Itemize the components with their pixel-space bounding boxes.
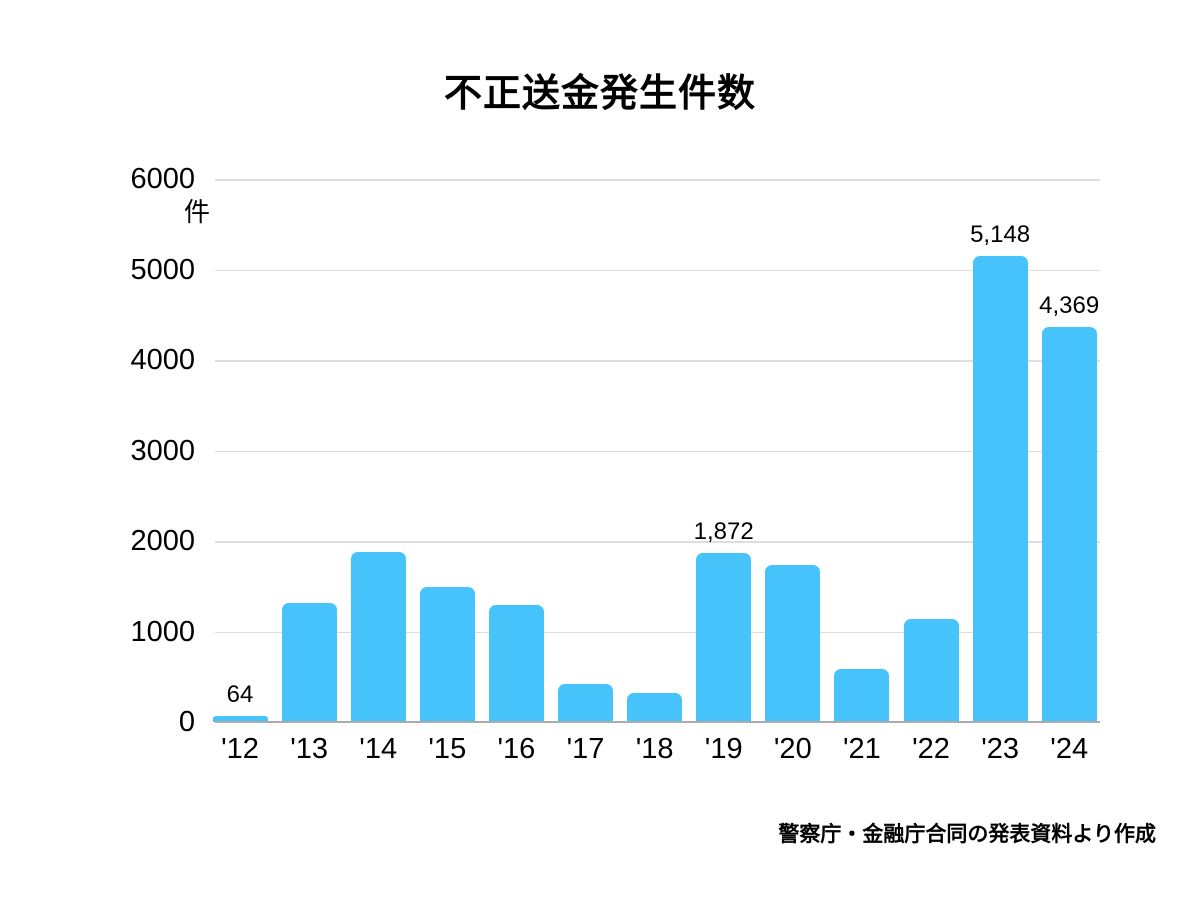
bar-21	[834, 669, 890, 722]
gridline-5000	[215, 269, 1100, 271]
gridline-1000	[215, 631, 1100, 633]
data-label-12: 64	[226, 681, 254, 709]
bar-14	[350, 552, 406, 722]
x-axis-line	[215, 721, 1100, 723]
x-tick-label-24: '24	[1050, 733, 1089, 765]
y-tick-label-4000: 4000	[130, 344, 195, 376]
y-axis-unit-label: 件	[183, 197, 210, 227]
y-tick-label-1000: 1000	[130, 615, 195, 648]
bar-24	[1041, 326, 1097, 722]
bar-23	[972, 256, 1028, 722]
bar-chart-plot-area: 64 1,872 5,148 4,369	[212, 179, 1100, 723]
x-tick-label-12: '12	[221, 733, 259, 765]
source-note: 警察庁・金融庁合同の発表資料より作成	[778, 823, 1156, 846]
gridline-2000	[215, 541, 1100, 543]
x-tick-label-19: '19	[704, 733, 743, 765]
gridline-4000	[215, 360, 1100, 362]
x-tick-label-15: '15	[428, 733, 467, 765]
x-tick-label-14: '14	[359, 733, 398, 765]
y-tick-label-5000: 5000	[130, 253, 195, 286]
y-tick-label-2000: 2000	[130, 525, 195, 557]
x-tick-label-18: '18	[635, 733, 674, 765]
x-tick-label-13: '13	[290, 733, 328, 765]
x-tick-label-23: '23	[981, 733, 1019, 765]
data-label-19: 1,872	[693, 517, 754, 545]
bar-15	[419, 586, 475, 722]
bar-18	[627, 692, 683, 722]
chart-title: 不正送金発生件数	[443, 73, 756, 115]
y-tick-label-0: 0	[178, 706, 195, 738]
x-tick-label-17: '17	[566, 733, 605, 765]
data-label-24: 4,369	[1039, 291, 1100, 319]
x-tick-label-21: '21	[842, 733, 881, 765]
gridline-3000	[215, 450, 1100, 452]
bar-16	[488, 605, 544, 722]
y-tick-label-3000: 3000	[130, 434, 195, 467]
bar-22	[903, 619, 959, 722]
gridline-6000	[215, 179, 1100, 181]
data-label-23: 5,148	[970, 221, 1031, 249]
y-tick-label-6000: 6000	[130, 163, 195, 195]
x-tick-label-22: '22	[912, 733, 950, 765]
bar-17	[558, 683, 613, 722]
bar-12	[212, 716, 268, 722]
bar-20	[765, 565, 821, 722]
bar-13	[281, 603, 337, 722]
x-tick-label-20: '20	[773, 733, 812, 765]
x-tick-label-16: '16	[497, 733, 536, 765]
bar-19	[696, 552, 752, 722]
